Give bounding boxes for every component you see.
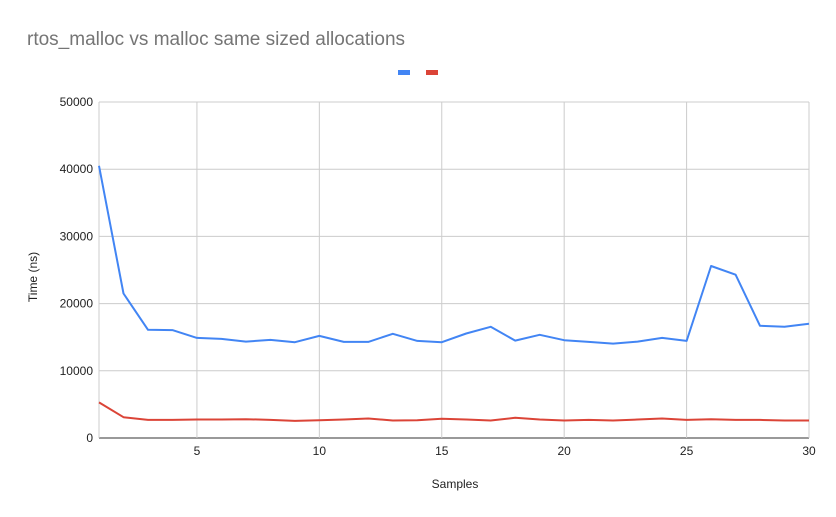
y-tick-label: 20000 — [60, 297, 94, 311]
series-lines — [98, 165, 810, 422]
x-tick-label: 30 — [802, 444, 816, 458]
y-axis-title: Time (ns) — [26, 252, 40, 302]
legend-swatch-2 — [426, 70, 438, 75]
legend — [398, 70, 438, 75]
series-line-2 — [98, 401, 809, 422]
y-axis-ticks: 0 10000 20000 30000 40000 50000 — [60, 95, 94, 445]
y-tick-label: 40000 — [60, 162, 94, 176]
x-axis-ticks: 5 10 15 20 25 30 — [194, 444, 816, 458]
x-tick-label: 10 — [313, 444, 327, 458]
y-tick-label: 0 — [86, 431, 93, 445]
x-tick-label: 25 — [680, 444, 694, 458]
x-tick-label: 5 — [194, 444, 201, 458]
chart-title: rtos_malloc vs malloc same sized allocat… — [27, 29, 405, 50]
x-tick-label: 15 — [435, 444, 449, 458]
legend-swatch-1 — [398, 70, 410, 75]
x-tick-label: 20 — [557, 444, 571, 458]
series-line-1 — [98, 165, 810, 345]
y-tick-label: 10000 — [60, 364, 94, 378]
x-axis-title: Samples — [432, 477, 479, 491]
y-tick-label: 30000 — [60, 229, 94, 243]
gridlines — [98, 101, 810, 439]
y-tick-label: 50000 — [60, 95, 94, 109]
